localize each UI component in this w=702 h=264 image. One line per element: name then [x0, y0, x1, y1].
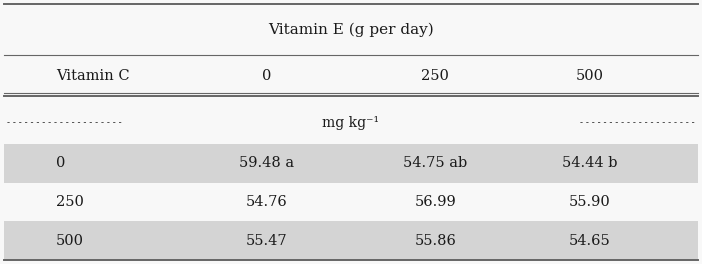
- Bar: [4, 183, 698, 221]
- Text: 54.76: 54.76: [246, 195, 288, 209]
- Text: 500: 500: [576, 69, 604, 83]
- Text: 250: 250: [56, 195, 84, 209]
- Text: 55.86: 55.86: [414, 234, 456, 248]
- Text: mg kg⁻¹: mg kg⁻¹: [322, 116, 380, 130]
- Text: 0: 0: [56, 156, 65, 170]
- Text: Vitamin E (g per day): Vitamin E (g per day): [268, 22, 434, 37]
- Text: 54.75 ab: 54.75 ab: [403, 156, 468, 170]
- Text: 55.90: 55.90: [569, 195, 611, 209]
- Bar: [4, 221, 698, 260]
- Text: 59.48 a: 59.48 a: [239, 156, 294, 170]
- Text: 0: 0: [262, 69, 272, 83]
- Text: 56.99: 56.99: [414, 195, 456, 209]
- Text: 55.47: 55.47: [246, 234, 288, 248]
- Text: Vitamin C: Vitamin C: [56, 69, 130, 83]
- Text: 250: 250: [421, 69, 449, 83]
- Text: 500: 500: [56, 234, 84, 248]
- Text: - - - - - - - - - - - - - - - - - - - -: - - - - - - - - - - - - - - - - - - - -: [581, 118, 695, 127]
- Text: 54.44 b: 54.44 b: [562, 156, 618, 170]
- Bar: [4, 144, 698, 183]
- Text: - - - - - - - - - - - - - - - - - - - -: - - - - - - - - - - - - - - - - - - - -: [7, 118, 121, 127]
- Text: 54.65: 54.65: [569, 234, 611, 248]
